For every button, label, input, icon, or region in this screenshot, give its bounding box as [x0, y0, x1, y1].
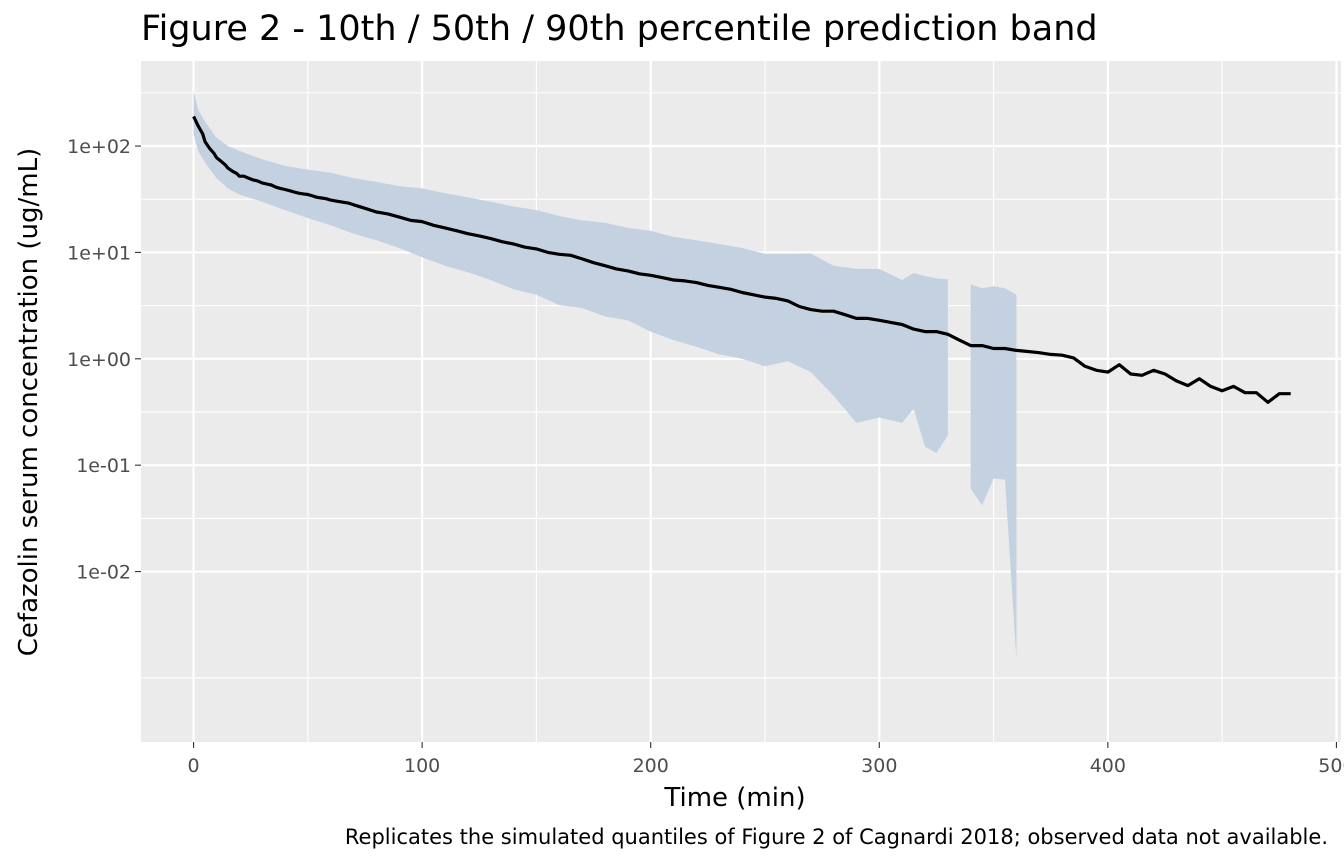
y-tick-label: 1e+01 [67, 242, 131, 264]
y-tick-label: 1e+00 [67, 349, 131, 371]
y-tick-label: 1e+02 [67, 136, 131, 158]
y-tick-label: 1e-02 [76, 562, 131, 584]
median-line [192, 115, 1291, 404]
x-tick-label: 200 [633, 755, 669, 777]
chart-title: Figure 2 - 10th / 50th / 90th percentile… [141, 9, 1098, 49]
x-axis: 0 100 200 300 400 500 [188, 742, 1344, 777]
prediction-band-segment [970, 284, 1017, 660]
median-line-layer [192, 115, 1291, 404]
prediction-band [193, 90, 1017, 660]
y-axis: 1e-02 1e-01 1e+00 1e+01 1e+02 [67, 136, 141, 584]
y-tick-label: 1e-01 [76, 455, 131, 477]
chart-caption: Replicates the simulated quantiles of Fi… [345, 825, 1328, 849]
x-tick-label: 300 [861, 755, 897, 777]
major-gridlines [141, 61, 1341, 742]
x-tick-label: 100 [404, 755, 440, 777]
x-axis-title: Time (min) [663, 783, 805, 813]
x-tick-label: 0 [188, 755, 200, 777]
x-tick-label: 400 [1090, 755, 1126, 777]
plot-panel [141, 61, 1341, 742]
prediction-band-segment [193, 90, 948, 454]
y-axis-title: Cefazolin serum concentration (ug/mL) [14, 148, 44, 656]
x-tick-label: 500 [1318, 755, 1344, 777]
